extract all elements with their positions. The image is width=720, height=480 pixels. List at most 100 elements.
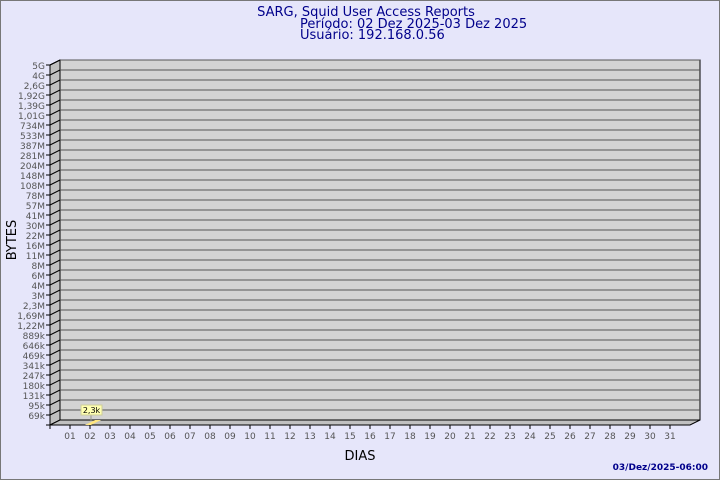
gridline-wall (49, 99, 61, 106)
data-label: 2,3k (83, 406, 101, 415)
gridline-wall (49, 149, 61, 156)
y-tick-label: 41M (26, 212, 45, 222)
y-tick-label: 734M (20, 122, 45, 132)
gridline-wall (49, 139, 61, 146)
x-tick-label: 12 (284, 432, 295, 442)
gridline-wall (49, 279, 61, 286)
x-tick-label: 02 (84, 432, 95, 442)
x-tick-label: 08 (204, 432, 216, 442)
y-tick-label: 1,22M (17, 322, 45, 332)
gridline-wall (49, 369, 61, 376)
y-tick-label: 95k (28, 402, 45, 412)
y-tick-label: 11M (26, 252, 45, 262)
x-tick-label: 28 (604, 432, 616, 442)
y-tick-label: 281M (20, 152, 45, 162)
gridline-wall (49, 109, 61, 116)
data-label-box (80, 404, 103, 416)
gridline-wall (49, 89, 61, 96)
y-tick-label: 108M (20, 182, 45, 192)
y-tick-label: 1,39G (18, 102, 45, 112)
gridline-wall (49, 179, 61, 186)
chart-period: Período: 02 Dez 2025-03 Dez 2025 (300, 17, 527, 32)
gridline-wall (49, 329, 61, 336)
x-tick-label: 30 (644, 432, 656, 442)
x-tick-label: 21 (464, 432, 475, 442)
footer-timestamp: 03/Dez/2025-06:00 (613, 463, 708, 473)
y-tick-label: 4G (32, 72, 45, 82)
gridline-wall (49, 229, 61, 236)
gridline-wall (49, 379, 61, 386)
gridline-wall (49, 319, 61, 326)
x-tick-label: 24 (524, 432, 536, 442)
x-axis-label: DIAS (345, 449, 376, 464)
gridline-wall (49, 349, 61, 356)
gridline-wall (49, 59, 61, 66)
gridline-wall (49, 399, 61, 406)
y-tick-label: 1,92G (18, 92, 45, 102)
x-tick-label: 11 (264, 432, 275, 442)
gridline-wall (49, 189, 61, 196)
gridline-wall (49, 239, 61, 246)
x-tick-label: 04 (124, 432, 136, 442)
x-tick-label: 31 (664, 432, 675, 442)
chart-user: Usuário: 192.168.0.56 (300, 28, 445, 43)
bar (85, 420, 101, 425)
gridline-wall (49, 169, 61, 176)
floor (49, 419, 701, 426)
x-tick-label: 13 (304, 432, 315, 442)
x-tick-label: 05 (144, 432, 155, 442)
gridline-wall (49, 359, 61, 366)
y-axis-label: BYTES (5, 220, 20, 261)
y-tick-label: 148M (20, 172, 45, 182)
x-tick-label: 26 (564, 432, 576, 442)
y-tick-label: 387M (20, 142, 45, 152)
y-tick-label: 6M (32, 272, 46, 282)
gridline-wall (49, 309, 61, 316)
y-tick-label: 341k (23, 362, 46, 372)
y-tick-label: 78M (26, 192, 45, 202)
gridline-wall (49, 389, 61, 396)
y-tick-label: 8M (32, 262, 46, 272)
y-tick-label: 16M (26, 242, 45, 252)
gridline-wall (49, 249, 61, 256)
y-tick-label: 180k (23, 382, 46, 392)
y-tick-label: 5G (32, 62, 45, 72)
gridline-wall (49, 159, 61, 166)
y-tick-label: 2,3M (23, 302, 45, 312)
y-tick-label: 204M (20, 162, 45, 172)
y-tick-label: 533M (20, 132, 45, 142)
y-tick-label: 69k (28, 412, 45, 422)
x-tick-label: 23 (504, 432, 515, 442)
x-tick-label: 17 (384, 432, 395, 442)
gridline-wall (49, 209, 61, 216)
gridline-wall (49, 129, 61, 136)
x-tick-label: 27 (584, 432, 595, 442)
x-tick-label: 10 (244, 432, 256, 442)
gridline-wall (49, 409, 61, 416)
gridline-wall (49, 119, 61, 126)
x-tick-label: 20 (444, 432, 456, 442)
x-tick-label: 14 (324, 432, 336, 442)
x-tick-label: 25 (544, 432, 555, 442)
x-tick-label: 18 (404, 432, 416, 442)
gridline-wall (49, 69, 61, 76)
x-tick-label: 06 (164, 432, 176, 442)
y-tick-label: 57M (26, 202, 45, 212)
x-tick-label: 15 (344, 432, 355, 442)
y-tick-label: 2,6G (24, 82, 45, 92)
y-tick-label: 1,01G (18, 112, 45, 122)
x-tick-label: 29 (624, 432, 636, 442)
y-tick-label: 247k (23, 372, 46, 382)
gridline-wall (49, 299, 61, 306)
gridline-wall (49, 289, 61, 296)
gridline-wall (49, 199, 61, 206)
gridline-wall (49, 219, 61, 226)
x-tick-label: 07 (184, 432, 195, 442)
y-tick-label: 1,69M (17, 312, 45, 322)
x-tick-label: 19 (424, 432, 436, 442)
gridline-wall (49, 339, 61, 346)
y-tick-label: 889k (23, 332, 46, 342)
y-tick-label: 3M (32, 292, 46, 302)
x-tick-label: 16 (364, 432, 376, 442)
